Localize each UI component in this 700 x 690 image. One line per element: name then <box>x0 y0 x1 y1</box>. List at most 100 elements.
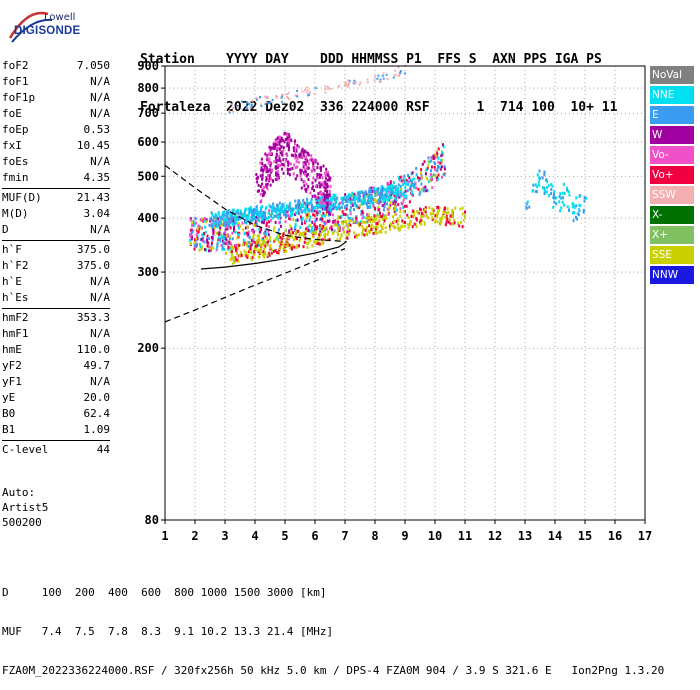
echo-point-spread-f <box>324 180 327 184</box>
echo-point-o-mode <box>359 198 362 202</box>
echo-point-sse <box>272 249 275 253</box>
echo-point-multihop <box>355 81 358 84</box>
echo-point-sse <box>383 216 386 220</box>
echo-point-x-mode <box>226 210 229 214</box>
echo-point-sse <box>382 222 385 226</box>
echo-point-x-mode <box>228 208 231 212</box>
echo-point-sse <box>342 225 345 229</box>
echo-point-o-mode <box>268 209 271 213</box>
echo-point-spread-f <box>302 171 305 175</box>
echo-point-spread-f <box>261 173 264 177</box>
echo-point-spread-f <box>300 149 303 153</box>
echo-point-sse <box>318 236 321 240</box>
echo-point-x-mode <box>267 211 270 215</box>
echo-point-o-mode <box>234 230 237 234</box>
echo-point-high-freq <box>538 169 541 173</box>
echo-point-sse <box>239 251 242 255</box>
echo-point-multihop <box>366 78 369 81</box>
echo-point-sse <box>244 253 247 257</box>
echo-point-sse <box>271 249 274 253</box>
echo-point-high-freq <box>543 172 546 176</box>
echo-point-sse <box>423 221 426 225</box>
echo-point-o-mode <box>252 233 255 237</box>
y-tick-label: 300 <box>137 265 159 279</box>
echo-point-o-mode <box>227 245 230 249</box>
param-value: N/A <box>90 155 110 168</box>
echo-point-x-mode <box>261 214 264 218</box>
echo-point-o-mode <box>235 243 238 247</box>
echo-point-o-mode <box>378 211 381 215</box>
echo-point-o-mode <box>336 216 339 220</box>
echo-point-o-mode <box>306 216 309 220</box>
echo-point-sse <box>461 206 464 210</box>
echo-point-x-mode <box>386 187 389 191</box>
echo-point-o-mode <box>319 229 322 233</box>
echo-point-spread-f <box>276 172 279 176</box>
echo-point-o-mode <box>209 219 212 223</box>
echo-point-o-mode <box>303 201 306 205</box>
echo-point-sse <box>295 229 298 233</box>
echo-point-x-mode <box>334 205 337 209</box>
echo-point-sse <box>456 221 459 225</box>
echo-point-o-mode <box>424 172 427 176</box>
echo-point-sse <box>266 253 269 257</box>
echo-point-x-mode <box>229 212 232 216</box>
echo-point-sse <box>231 250 234 254</box>
echo-point-sse <box>292 238 295 242</box>
echo-point-o-mode <box>217 217 220 221</box>
echo-point-o-mode <box>316 211 319 215</box>
echo-point-multihop <box>265 95 268 98</box>
echo-point-spread-f <box>288 173 291 177</box>
echo-point-o-mode <box>258 227 261 231</box>
echo-point-o-mode <box>221 223 224 227</box>
echo-point-x-mode <box>235 209 238 213</box>
echo-point-spread-f <box>315 184 318 188</box>
echo-point-o-mode <box>442 145 445 149</box>
echo-point-spread-f <box>286 141 289 145</box>
echo-point-o-mode <box>193 222 196 226</box>
echo-point-sse <box>289 230 292 234</box>
echo-point-spread-f <box>264 168 267 172</box>
echo-point-x-mode <box>297 199 300 203</box>
echo-point-multihop <box>381 74 384 77</box>
echo-point-x-mode <box>349 201 352 205</box>
echo-point-x-mode <box>265 205 268 209</box>
echo-point-high-freq <box>584 196 587 200</box>
echo-point-x-mode <box>218 215 221 219</box>
echo-point-sse <box>293 245 296 249</box>
echo-point-o-mode <box>225 239 228 243</box>
echo-point-o-mode <box>228 217 231 221</box>
echo-point-x-mode <box>223 222 226 226</box>
echo-point-sse <box>303 235 306 239</box>
echo-point-o-mode <box>377 205 380 209</box>
echo-point-spread-f <box>282 158 285 162</box>
echo-point-o-mode <box>253 240 256 244</box>
echo-point-spread-f <box>323 201 326 205</box>
echo-point-high-freq <box>563 203 566 207</box>
echo-point-o-mode <box>425 189 428 193</box>
echo-point-o-mode <box>396 186 399 190</box>
echo-point-o-mode <box>421 162 424 166</box>
echo-point-o-mode <box>217 236 220 240</box>
echo-point-sse <box>392 220 395 224</box>
echo-point-multihop <box>296 95 299 98</box>
echo-point-high-freq <box>561 196 564 200</box>
echo-point-x-mode <box>359 194 362 198</box>
echo-point-o-mode <box>397 195 400 199</box>
echo-point-spread-f <box>274 156 277 160</box>
echo-point-x-mode <box>399 189 402 193</box>
param-label: foEp <box>2 123 29 136</box>
echo-point-o-mode <box>224 230 227 234</box>
echo-point-x-mode <box>230 214 233 218</box>
echo-point-sse <box>229 250 232 254</box>
echo-point-x-mode <box>277 216 280 220</box>
echo-point-x-mode <box>405 194 408 198</box>
echo-point-sse <box>243 241 246 245</box>
echo-point-x-mode <box>269 205 272 209</box>
echo-point-o-mode <box>198 227 201 231</box>
param-label: B0 <box>2 407 16 420</box>
echo-point-sse <box>269 246 272 250</box>
echo-point-spread-f <box>300 169 303 173</box>
echo-point-sse <box>365 232 368 236</box>
param-row-b1: B1 1.09 <box>2 422 110 438</box>
